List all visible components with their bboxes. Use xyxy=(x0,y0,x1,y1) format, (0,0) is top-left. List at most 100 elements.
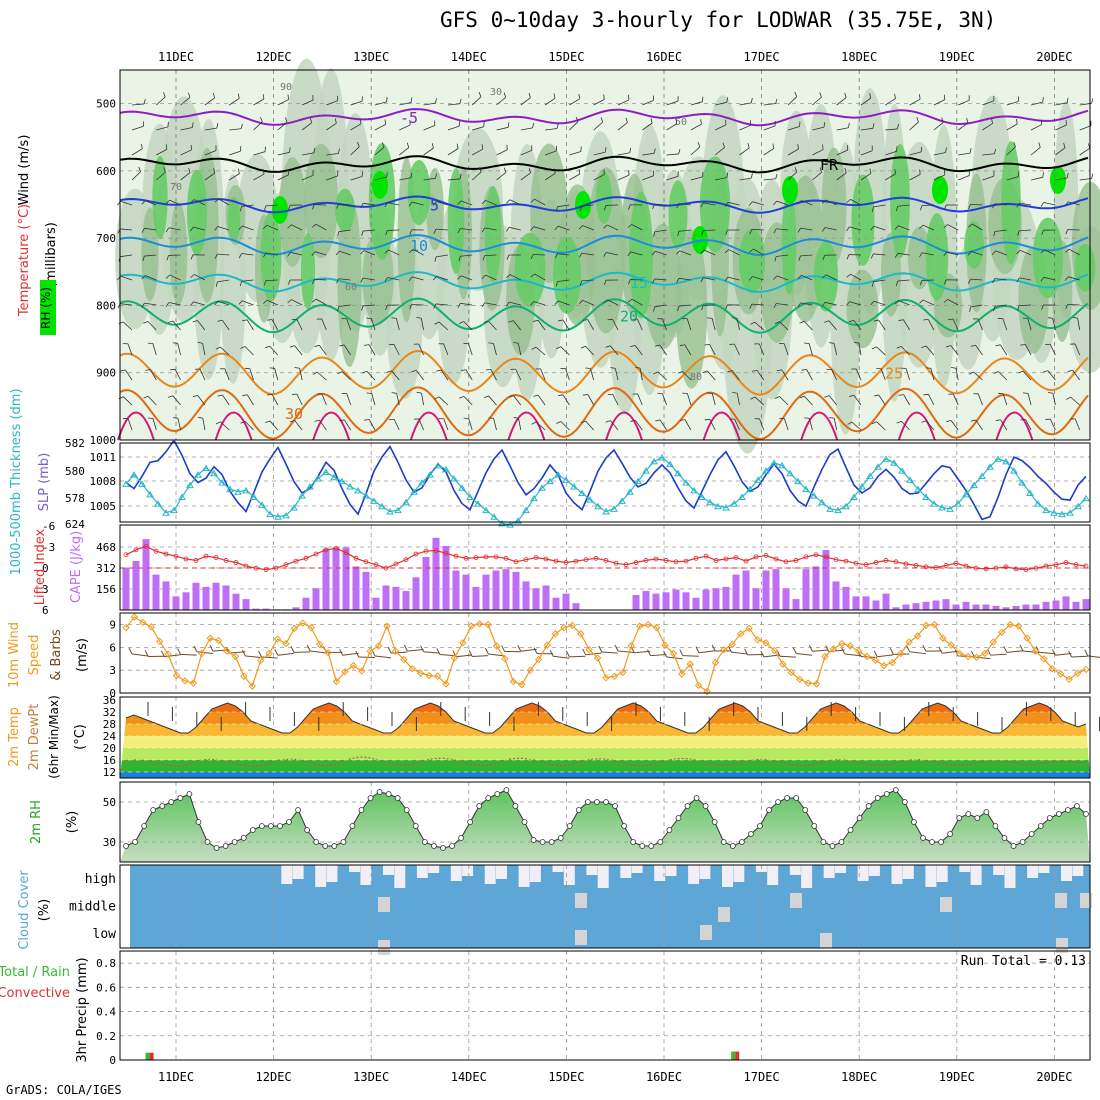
wind-barb-flag xyxy=(943,224,948,229)
wind-barb-flag xyxy=(1041,230,1044,236)
wind-barb xyxy=(180,172,191,181)
rh-blob-green xyxy=(552,236,582,314)
wind-barb-flag xyxy=(334,118,337,124)
wind-barb xyxy=(922,299,935,306)
wind-barb xyxy=(885,128,898,131)
wind-barb-flag xyxy=(804,417,810,419)
rh-marker xyxy=(938,839,944,845)
wind-barb xyxy=(387,202,400,206)
wind-barb xyxy=(801,274,813,281)
temp-unit-label: (°C) xyxy=(73,724,88,750)
wind-barb xyxy=(460,302,473,306)
wind-barb-flag xyxy=(919,224,924,229)
wind-barb xyxy=(371,318,376,331)
wind-barb-flag xyxy=(167,320,173,324)
li-marker xyxy=(453,553,459,559)
thickness-marker xyxy=(466,493,474,500)
wind-barb-flag xyxy=(361,305,364,311)
wind-barb-flag xyxy=(554,253,558,259)
wind-barb-flag xyxy=(311,223,317,228)
wind-barb-flag xyxy=(846,273,851,278)
wind-barb-flag xyxy=(872,123,875,129)
wind-barb-flag xyxy=(677,370,683,374)
wind-barb-flag xyxy=(530,254,534,260)
wind-barb xyxy=(776,254,789,257)
wind-speed-marker xyxy=(1073,669,1082,677)
rh-marker xyxy=(177,795,184,801)
li-marker xyxy=(973,565,979,571)
wind-speed-marker xyxy=(627,642,635,650)
wind-barb-flag xyxy=(582,648,587,656)
wind-barb xyxy=(509,301,521,306)
rh-marker xyxy=(1055,811,1062,817)
wind-barb-flag xyxy=(774,396,780,399)
thickness-marker xyxy=(586,496,594,503)
wind-barb xyxy=(971,223,983,231)
wind-barb xyxy=(416,370,424,381)
wind-barb xyxy=(787,126,800,131)
thickness-marker xyxy=(626,488,634,495)
thickness-marker xyxy=(634,477,642,485)
rh-marker xyxy=(132,839,138,845)
wind-barb xyxy=(326,175,338,181)
wind-barb xyxy=(654,278,667,281)
wind-barb-flag xyxy=(263,252,267,258)
thickness-marker xyxy=(1058,510,1066,518)
wind-barb xyxy=(443,418,449,431)
wind-barb xyxy=(391,370,400,381)
thickness-marker xyxy=(858,482,866,490)
temp-35-contour xyxy=(800,411,839,441)
wind-barb xyxy=(1068,276,1080,281)
wind-barb xyxy=(271,394,279,406)
wind-barb xyxy=(1079,125,1092,131)
wind-barb-flag xyxy=(848,320,854,323)
wind-barb-flag xyxy=(945,345,951,348)
wind-barb-flag xyxy=(916,117,919,123)
wind-barb-flag xyxy=(944,204,947,210)
cloud-clear-high xyxy=(835,865,846,873)
wind-barb xyxy=(229,150,241,156)
wind-barb-flag xyxy=(177,648,182,655)
wind-barb xyxy=(736,318,740,331)
wind-barb xyxy=(301,122,312,131)
wind-barb-shaft xyxy=(488,653,505,657)
wind-speed-marker xyxy=(551,630,560,638)
wind-barb-flag xyxy=(651,251,656,256)
wind-barb xyxy=(496,149,508,156)
wind-barb xyxy=(534,273,546,281)
wind-barb-flag xyxy=(821,302,826,307)
wind-speed-marker xyxy=(139,618,147,627)
wind-barb xyxy=(374,101,387,106)
wind-barb xyxy=(125,369,133,381)
thickness-marker xyxy=(642,467,650,474)
wind-barb-shaft xyxy=(455,654,473,658)
cloud-clear-high xyxy=(970,865,982,885)
wind-barb xyxy=(631,224,643,231)
wind-barb xyxy=(368,419,376,431)
cape-bar xyxy=(542,585,550,610)
temp-contour-label: 25 xyxy=(885,365,903,383)
wind-speed-marker xyxy=(189,679,198,687)
wind-speed-marker xyxy=(391,647,400,655)
wind-barb-flag xyxy=(459,174,462,180)
thickness-marker xyxy=(130,471,138,478)
wind-barb-flag xyxy=(995,419,1001,421)
wind-barb-flag xyxy=(262,169,265,175)
rh-marker xyxy=(494,791,501,797)
wind-barb-flag xyxy=(555,281,558,287)
rh-marker xyxy=(358,807,365,813)
wind-barb xyxy=(678,203,691,206)
date-label-top: 12DEC xyxy=(256,50,292,64)
cloud-clear-high xyxy=(586,865,598,875)
wind-barb xyxy=(1006,123,1018,131)
wind-barb-flag xyxy=(679,649,684,656)
wind-barb-flag xyxy=(677,231,680,237)
cloud-clear-high xyxy=(699,865,711,879)
slp-axis-label: SLP (mb) xyxy=(37,453,52,512)
temp-contour-label: -5 xyxy=(400,109,418,127)
wind-barb xyxy=(812,171,822,181)
date-label-bottom: 19DEC xyxy=(939,1070,975,1084)
wind-barb-flag xyxy=(603,280,607,286)
wind-barb-shaft xyxy=(1071,655,1088,658)
wind-barb xyxy=(631,298,643,306)
